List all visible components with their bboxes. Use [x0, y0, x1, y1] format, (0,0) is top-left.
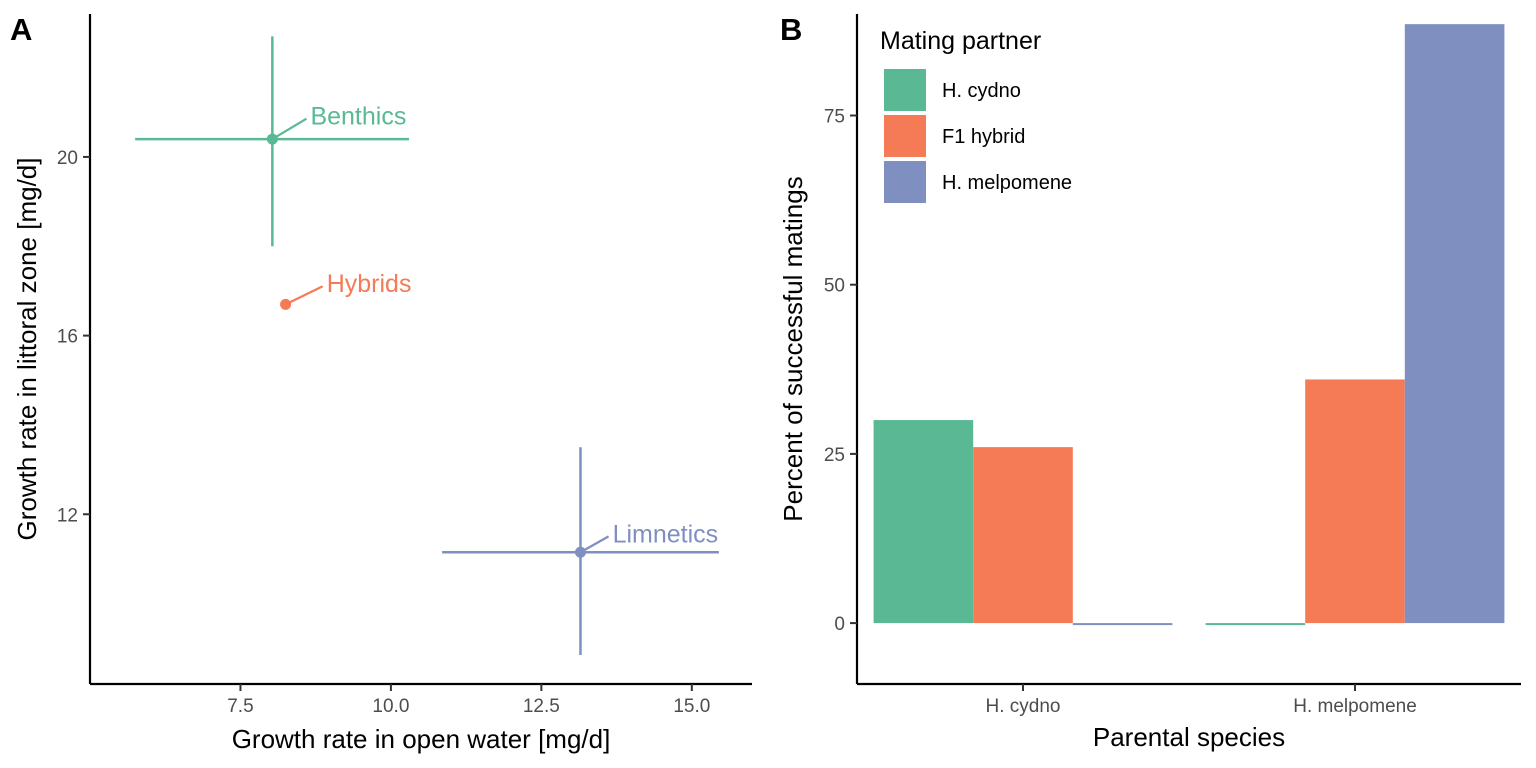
panel-a-y-tick-label: 16 — [57, 327, 78, 348]
panel-a-x-tick-label: 12.5 — [523, 696, 560, 717]
panel-a-y-tick-label: 12 — [57, 505, 78, 526]
panel-a-y-axis-title: Growth rate in littoral zone [mg/d] — [12, 158, 42, 541]
panel-b-y-tick-label: 0 — [834, 614, 845, 635]
panel-b-y-tick-label: 75 — [824, 107, 845, 128]
panel-b: B 0 25 50 75 H. cydno H. melpomene Mating par… — [778, 12, 1521, 752]
legend-key-h-cydno — [884, 69, 926, 111]
point-label-benthics: Benthics — [310, 103, 406, 131]
panel-b-x-tick-label: H. cydno — [986, 696, 1061, 717]
panel-b-y-tick-label: 25 — [824, 445, 845, 466]
legend-label-h-melpomene: H. melpomene — [942, 172, 1072, 194]
bar-h-melpomene-2 — [1404, 24, 1505, 624]
panel-a-marks: Benthics Hybrids Limnetics — [135, 36, 719, 655]
panel-a-x-tick-label: 15.0 — [673, 696, 710, 717]
panel-b-marks — [873, 24, 1505, 626]
panel-a-x-axis-title: Growth rate in open water [mg/d] — [232, 724, 611, 754]
panel-b-legend: Mating partner H. cydno F1 hybrid H. melpo… — [880, 27, 1072, 203]
panel-b-axes: 0 25 50 75 H. cydno H. melpomene — [824, 14, 1521, 717]
bar-h-cydno-2 — [1205, 623, 1306, 626]
panel-a-axes: 7.5 10.0 12.5 15.0 12 16 20 — [57, 14, 752, 717]
bar-h-cydno-1 — [873, 420, 974, 624]
point-label-limnetics: Limnetics — [613, 520, 719, 548]
panel-b-y-axis-title: Percent of successful matings — [778, 176, 808, 521]
label-leader-benthics — [271, 117, 308, 141]
panel-a: A 7.5 10.0 12.5 15.0 12 16 20 Benthics Hybrids L… — [10, 12, 752, 754]
legend-key-f1-hybrid — [884, 115, 926, 157]
panel-b-x-axis-title: Parental species — [1093, 722, 1285, 752]
panel-a-tag: A — [10, 12, 32, 47]
panel-b-x-tick-label: H. melpomene — [1293, 696, 1417, 717]
panel-b-tag: B — [780, 12, 802, 47]
label-leader-hybrids — [285, 285, 324, 306]
legend-label-h-cydno: H. cydno — [942, 80, 1021, 102]
panel-a-x-tick-label: 7.5 — [227, 696, 253, 717]
panel-a-x-tick-label: 10.0 — [372, 696, 409, 717]
legend-label-f1-hybrid: F1 hybrid — [942, 126, 1025, 148]
point-limnetics — [574, 546, 586, 558]
legend-key-h-melpomene — [884, 161, 926, 203]
panel-a-y-tick-label: 20 — [57, 148, 78, 169]
point-hybrids — [280, 298, 292, 310]
panel-b-y-tick-label: 50 — [824, 276, 845, 297]
legend-title: Mating partner — [880, 27, 1041, 55]
point-label-hybrids: Hybrids — [327, 270, 412, 298]
bar-h-melpomene-1 — [1072, 623, 1173, 626]
bar-f1-hybrid-1 — [973, 447, 1073, 624]
point-benthics — [266, 133, 278, 145]
bar-f1-hybrid-2 — [1305, 379, 1405, 624]
